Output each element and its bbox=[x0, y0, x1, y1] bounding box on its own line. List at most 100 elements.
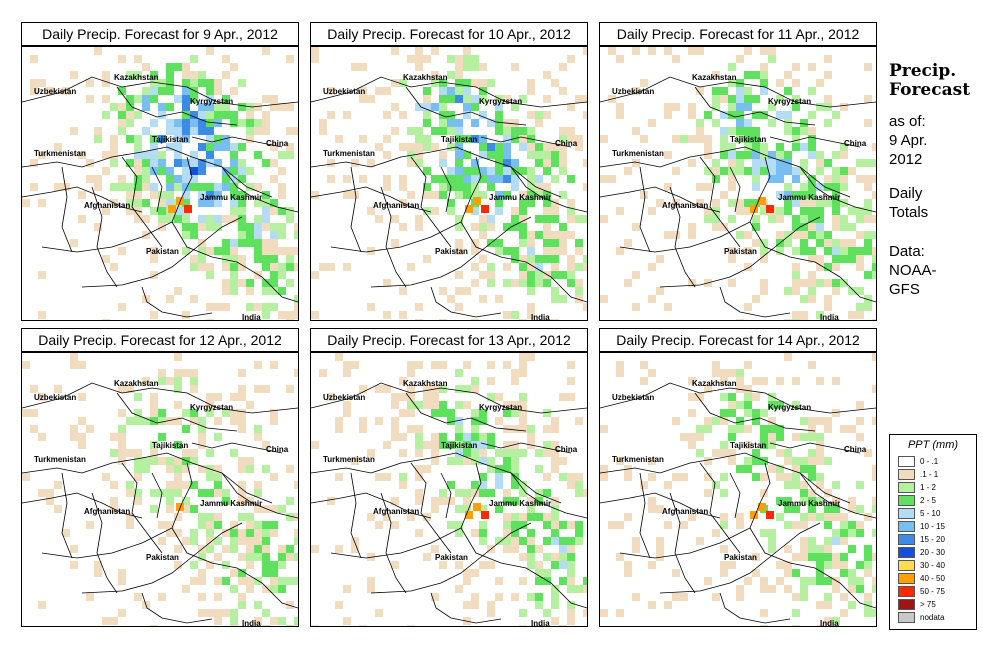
precip-cell bbox=[182, 311, 190, 319]
precip-cell bbox=[262, 553, 270, 561]
precip-cell bbox=[238, 577, 246, 585]
label-jammu-kashmir: Jammu Kashmir bbox=[778, 193, 841, 202]
precip-cell bbox=[776, 167, 784, 175]
precip-cell bbox=[479, 271, 487, 279]
precip-cell bbox=[351, 545, 359, 553]
label-pakistan: Pakistan bbox=[146, 553, 179, 562]
precip-cell bbox=[118, 87, 126, 95]
precip-cell bbox=[856, 401, 864, 409]
admin-border bbox=[749, 221, 876, 303]
precip-cell bbox=[174, 215, 182, 223]
precip-cell bbox=[431, 441, 439, 449]
precip-cell bbox=[551, 617, 559, 625]
precip-cell bbox=[519, 215, 527, 223]
precip-cell bbox=[768, 55, 776, 63]
precip-cell bbox=[270, 199, 278, 207]
precip-cell bbox=[94, 47, 102, 55]
precip-cell bbox=[262, 287, 270, 295]
precip-cell bbox=[720, 417, 728, 425]
precip-cell bbox=[543, 473, 551, 481]
precip-cell bbox=[158, 199, 166, 207]
precip-cell bbox=[752, 135, 760, 143]
precip-cell bbox=[447, 71, 455, 79]
precip-cell bbox=[134, 215, 142, 223]
precip-cell bbox=[856, 247, 864, 255]
precip-cell bbox=[166, 143, 174, 151]
precip-cell bbox=[455, 143, 463, 151]
precip-cell bbox=[439, 441, 447, 449]
precip-cell bbox=[840, 247, 848, 255]
precip-cell bbox=[656, 537, 664, 545]
precip-cell bbox=[816, 255, 824, 263]
precip-cell bbox=[479, 191, 487, 199]
precip-cell bbox=[696, 119, 704, 127]
legend-label: > 75 bbox=[920, 600, 936, 609]
precip-cell bbox=[575, 295, 583, 303]
precip-cell bbox=[808, 143, 816, 151]
precip-cell bbox=[471, 569, 479, 577]
precip-cell bbox=[600, 215, 608, 223]
precip-cell bbox=[158, 103, 166, 111]
precip-cell bbox=[575, 537, 583, 545]
precip-cell bbox=[816, 545, 824, 553]
precip-cell bbox=[294, 481, 298, 489]
precip-cell bbox=[712, 369, 720, 377]
precip-cell bbox=[744, 361, 752, 369]
precip-cell bbox=[816, 481, 824, 489]
precip-cell bbox=[744, 95, 752, 103]
precip-cell bbox=[479, 449, 487, 457]
precip-cell bbox=[94, 223, 102, 231]
precip-cell bbox=[672, 103, 680, 111]
precip-cell bbox=[142, 103, 150, 111]
precip-cell bbox=[776, 401, 784, 409]
precip-cell bbox=[190, 127, 198, 135]
precip-cell bbox=[230, 625, 238, 626]
precip-cell bbox=[784, 87, 792, 95]
precip-cell bbox=[527, 561, 535, 569]
precip-cell bbox=[166, 183, 174, 191]
precip-cell bbox=[832, 617, 840, 625]
precip-cell bbox=[278, 287, 286, 295]
precip-cell bbox=[816, 433, 824, 441]
precip-cell bbox=[423, 143, 431, 151]
precip-cell bbox=[455, 71, 463, 79]
label-india: India bbox=[820, 619, 839, 627]
precip-cell bbox=[439, 319, 447, 320]
precip-cell bbox=[495, 151, 503, 159]
precip-cell bbox=[824, 425, 832, 433]
legend-label: 15 - 20 bbox=[920, 535, 945, 544]
precip-map: Uzbekistan Kazakhstan Kyrgyzstan Tajikis… bbox=[599, 46, 877, 321]
precip-cell bbox=[648, 457, 656, 465]
label-turkmenistan: Turkmenistan bbox=[612, 149, 664, 158]
precip-cell bbox=[126, 119, 134, 127]
precip-cell bbox=[567, 585, 575, 593]
precip-cell bbox=[792, 247, 800, 255]
precip-cell bbox=[720, 409, 728, 417]
precip-cell bbox=[174, 183, 182, 191]
precip-cell bbox=[471, 409, 479, 417]
precip-cell bbox=[158, 215, 166, 223]
precip-cell bbox=[776, 433, 784, 441]
precip-cell bbox=[792, 135, 800, 143]
admin-border bbox=[171, 527, 298, 609]
precip-cell bbox=[311, 545, 319, 553]
precip-cell bbox=[824, 303, 832, 311]
precip-cell bbox=[254, 521, 262, 529]
precip-cell bbox=[455, 433, 463, 441]
precip-cell bbox=[768, 545, 776, 553]
precip-cell bbox=[327, 393, 335, 401]
precip-cell bbox=[174, 441, 182, 449]
precip-cell bbox=[728, 183, 736, 191]
precip-cell bbox=[824, 159, 832, 167]
precip-cell bbox=[479, 87, 487, 95]
precip-cell bbox=[174, 401, 182, 409]
precip-cell bbox=[102, 319, 110, 320]
precip-cell bbox=[367, 577, 375, 585]
precip-cell bbox=[832, 183, 840, 191]
precip-cell bbox=[744, 393, 752, 401]
precip-cell bbox=[246, 223, 254, 231]
precip-cell bbox=[238, 369, 246, 377]
precip-cell bbox=[327, 111, 335, 119]
precip-cell bbox=[134, 417, 142, 425]
label-kyrgyzstan: Kyrgyzstan bbox=[768, 403, 812, 412]
